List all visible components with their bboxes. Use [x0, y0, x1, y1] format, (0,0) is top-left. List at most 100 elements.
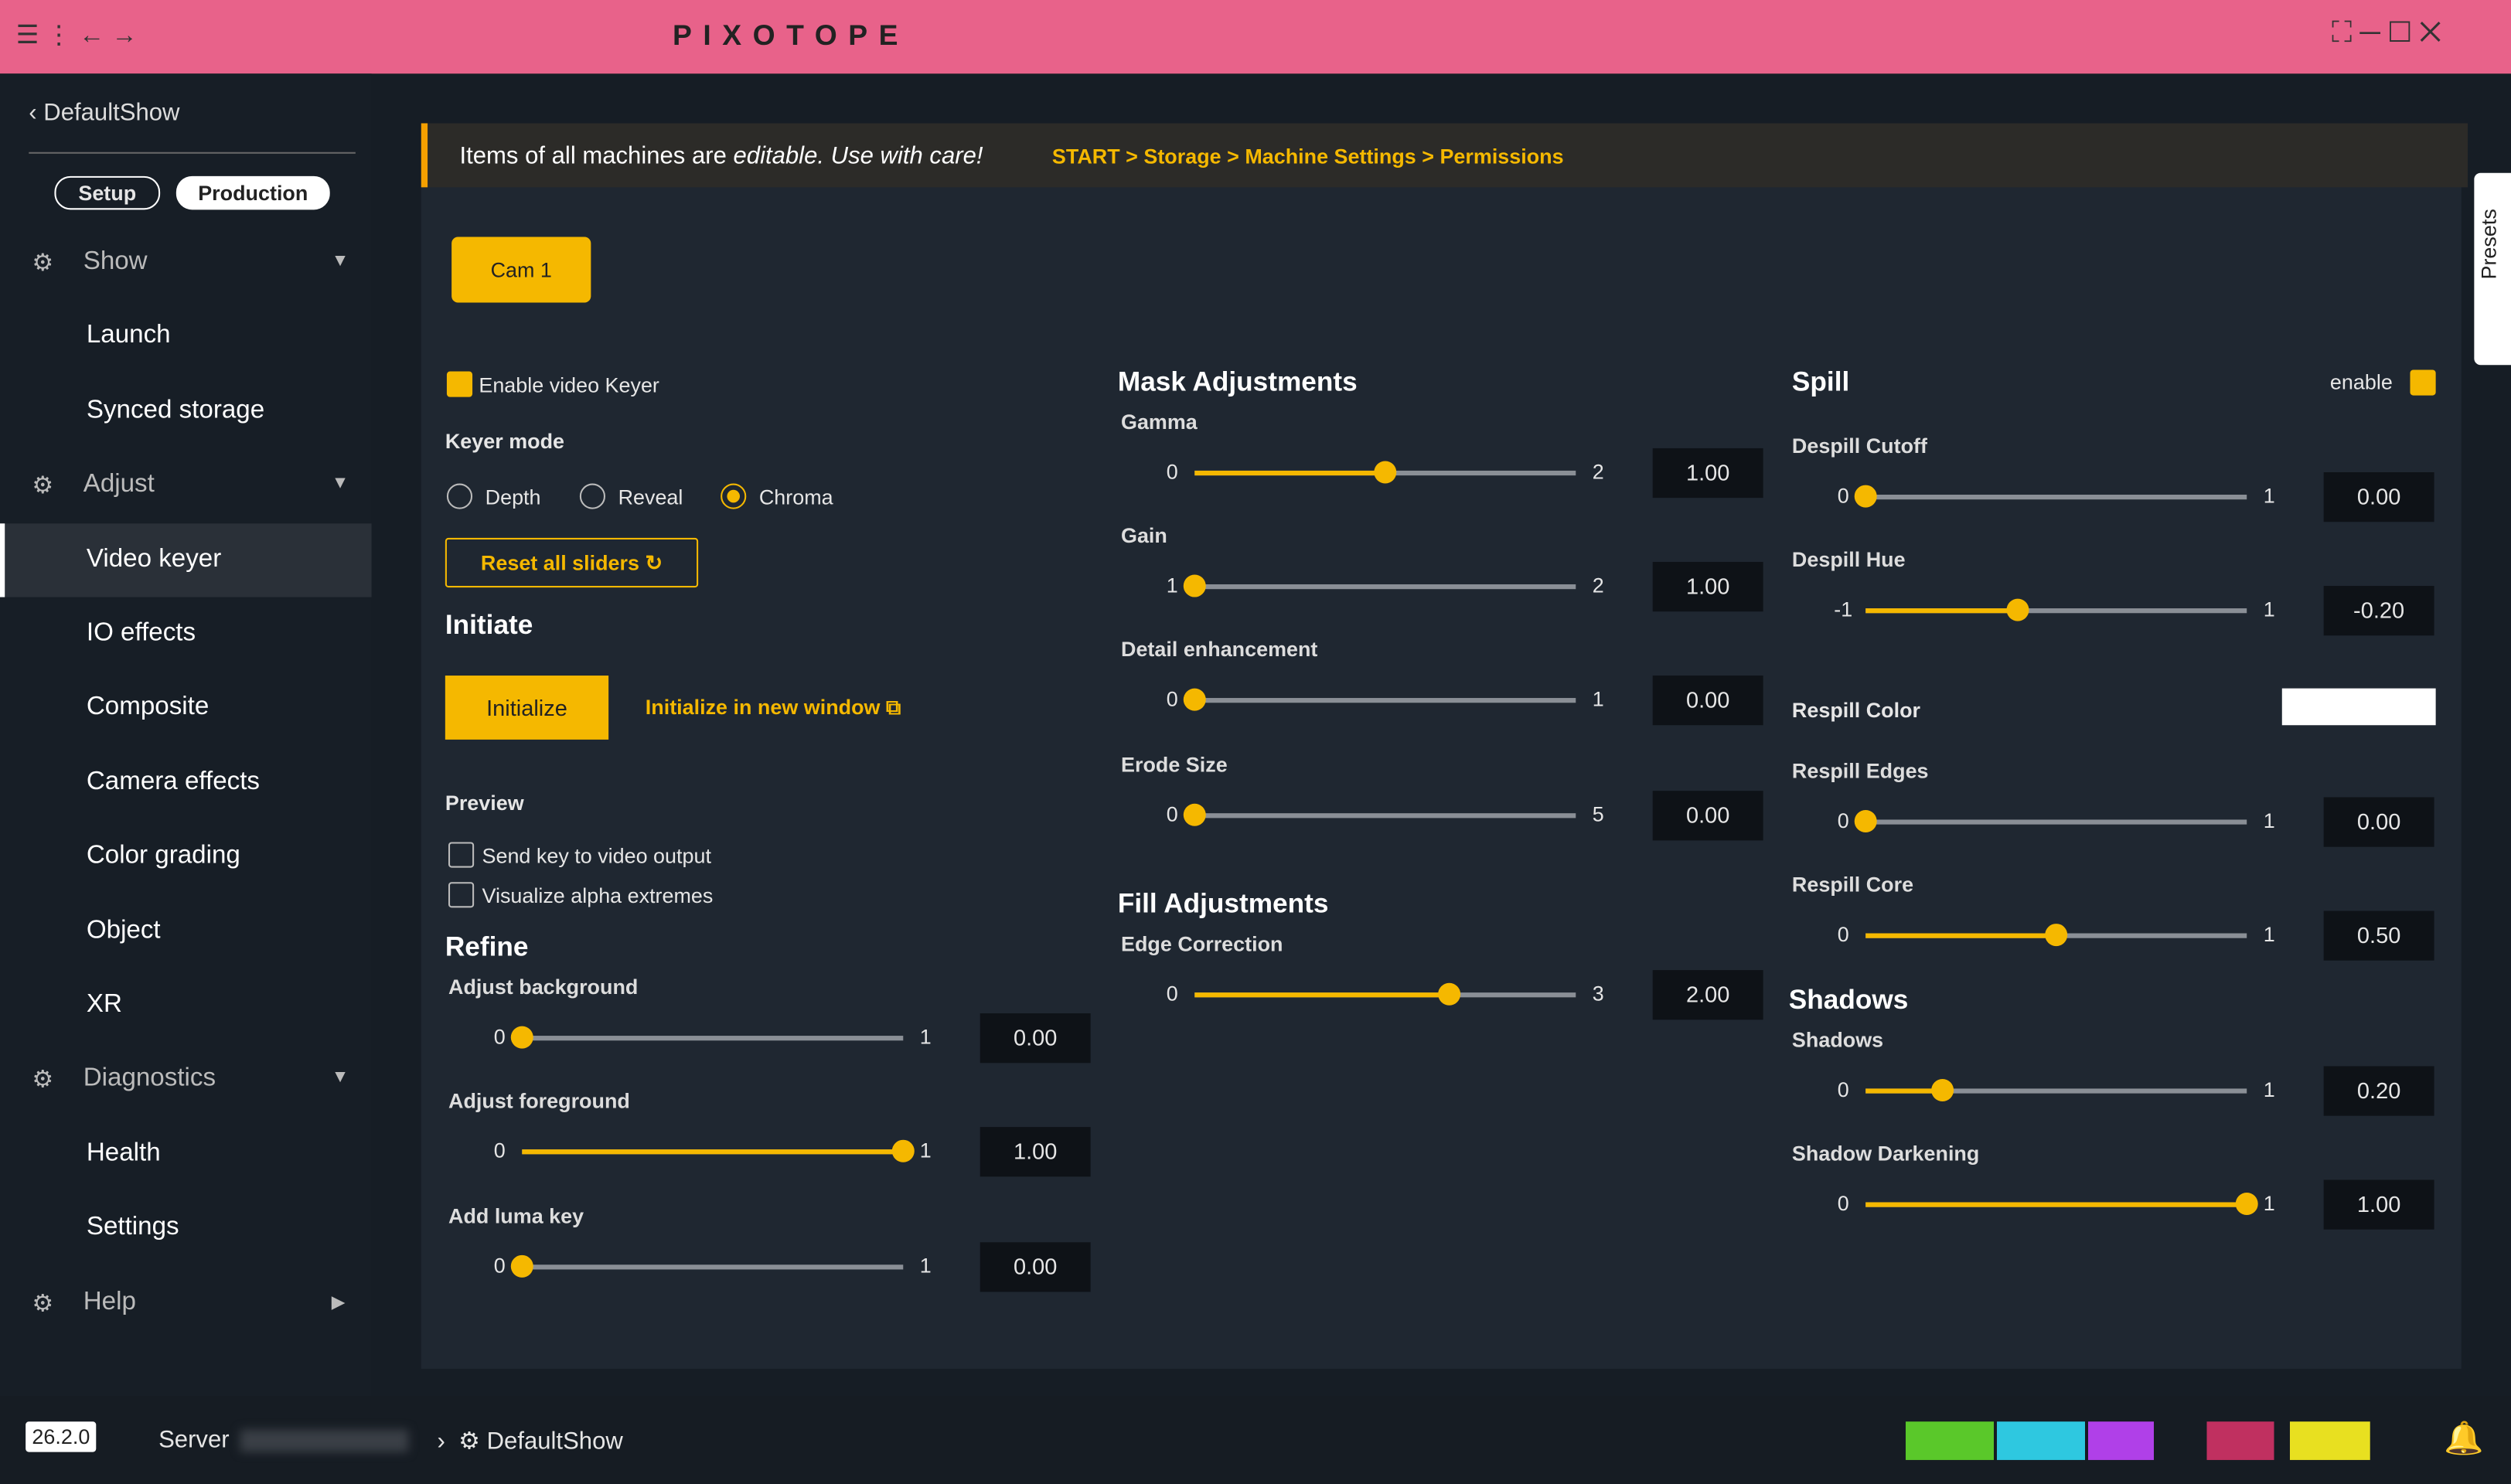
radio[interactable]	[446, 483, 473, 509]
checkbox-label: Enable video Keyer	[479, 373, 659, 397]
menu-icon[interactable]: ☰ ⋮ ← →	[15, 22, 138, 50]
initialize-button[interactable]: Initialize	[445, 676, 609, 740]
back-link[interactable]: ‹ DefaultShow	[29, 99, 180, 127]
slider-value[interactable]: 0.20	[2323, 1066, 2434, 1116]
slider-thumb[interactable]	[1437, 982, 1460, 1006]
slider-label: Add luma key	[448, 1203, 584, 1228]
slider-fill	[1865, 1201, 2247, 1207]
slider-value[interactable]: 1.00	[1652, 561, 1763, 612]
tab[interactable]: Production	[175, 175, 330, 210]
slider-thumb[interactable]	[1183, 803, 1206, 826]
checkbox-label: Visualize alpha extremes	[482, 883, 714, 908]
tab[interactable]: Setup	[54, 175, 161, 210]
nav-item[interactable]: Health	[86, 1139, 161, 1167]
slider-value[interactable]: 0.00	[2323, 472, 2434, 522]
slider-min: 0	[1837, 922, 1849, 947]
slider-thumb[interactable]	[2045, 924, 2068, 947]
banner	[421, 123, 2468, 188]
window-controls[interactable]: ⛶ ─ ☐ ✕	[2332, 15, 2441, 49]
reset-label: Reset all sliders	[480, 550, 639, 575]
slider-thumb[interactable]	[1930, 1078, 1954, 1101]
slider-min: 0	[493, 1138, 506, 1162]
slider-label: Respill Edges	[1791, 758, 1929, 783]
back-label: DefaultShow	[43, 99, 180, 127]
nav-section[interactable]: Adjust	[83, 471, 155, 499]
slider-thumb[interactable]	[1183, 688, 1206, 711]
nav-caret: ▼	[331, 1068, 349, 1088]
slider-thumb[interactable]	[1374, 461, 1397, 484]
checkbox[interactable]	[448, 882, 475, 908]
slider-fill	[1194, 469, 1385, 475]
slider-thumb[interactable]	[1183, 574, 1206, 597]
slider-max: 1	[919, 1024, 932, 1049]
nav-item[interactable]: IO effects	[86, 619, 196, 647]
slider-min: 0	[493, 1253, 506, 1278]
checkbox[interactable]	[448, 842, 475, 868]
nav-caret: ▼	[331, 251, 349, 271]
slider-value[interactable]: 0.00	[1652, 676, 1763, 726]
section-title: Mask Adjustments	[1117, 366, 1358, 397]
radio[interactable]	[721, 483, 747, 509]
checkbox[interactable]	[446, 371, 473, 397]
show-label[interactable]: › ⚙ DefaultShow	[437, 1428, 623, 1455]
slider-min: 0	[1837, 483, 1849, 508]
slider-label: Respill Core	[1791, 872, 1914, 897]
slider-track	[1865, 493, 2247, 499]
version: 26.2.0	[26, 1421, 97, 1452]
nav-item[interactable]: Video keyer	[86, 545, 222, 573]
slider-fill	[1194, 992, 1449, 997]
nav-item[interactable]: Settings	[86, 1213, 179, 1241]
slider-value[interactable]: -0.20	[2323, 586, 2434, 636]
slider-label: Adjust background	[448, 975, 639, 999]
link-label: Initialize in new window	[645, 694, 881, 719]
nav-item[interactable]: Composite	[86, 693, 210, 721]
slider-thumb[interactable]	[2235, 1193, 2258, 1216]
slider-max: 1	[2263, 1077, 2275, 1101]
slider-value[interactable]: 1.00	[1652, 448, 1763, 499]
slider-value[interactable]: 2.00	[1652, 970, 1763, 1020]
slider-value[interactable]: 0.00	[1652, 791, 1763, 841]
section-title: Initiate	[445, 610, 533, 641]
checkbox[interactable]	[2410, 369, 2436, 396]
radio-dot	[727, 489, 741, 503]
slider-max: 1	[2263, 483, 2275, 508]
section-title: Refine	[445, 931, 529, 962]
slider-label: Edge Correction	[1121, 931, 1283, 956]
slider-thumb[interactable]	[510, 1254, 533, 1278]
slider-value[interactable]: 0.00	[980, 1013, 1091, 1064]
slider-value[interactable]: 1.00	[2323, 1179, 2434, 1230]
nav-section[interactable]: Diagnostics	[83, 1065, 216, 1093]
color-swatch[interactable]	[2281, 688, 2436, 726]
radio[interactable]	[579, 483, 606, 509]
slider-value[interactable]: 0.00	[2323, 797, 2434, 847]
nav-item[interactable]: Object	[86, 916, 161, 945]
notifications[interactable]: 🔔	[2444, 1421, 2484, 1457]
nav-item[interactable]: Synced storage	[86, 397, 265, 424]
slider-thumb[interactable]	[1854, 810, 1877, 833]
slider-thumb[interactable]	[2006, 598, 2029, 621]
slider-value[interactable]: 0.50	[2323, 910, 2434, 961]
breadcrumb[interactable]: START > Storage > Machine Settings > Per…	[1051, 144, 1564, 168]
banner-text-part: Items of all machines are	[459, 142, 734, 170]
nav-section[interactable]: Help	[83, 1288, 136, 1316]
nav-item[interactable]: Camera effects	[86, 768, 260, 795]
initialize-new-link[interactable]: Initialize in new window ⧉	[645, 694, 901, 719]
slider-thumb[interactable]	[1854, 485, 1877, 508]
nav-item[interactable]: XR	[86, 991, 122, 1019]
slider-min: -1	[1834, 597, 1853, 621]
nav-item[interactable]: Launch	[86, 322, 171, 350]
slider-label: Despill Hue	[1791, 547, 1906, 572]
slider-thumb[interactable]	[510, 1026, 533, 1049]
slider-value[interactable]: 1.00	[980, 1127, 1091, 1177]
camera-tab[interactable]: Cam 1	[451, 237, 591, 303]
nav-section[interactable]: Show	[83, 248, 148, 276]
slider-value[interactable]: 0.00	[980, 1242, 1091, 1292]
presets-tab[interactable]	[2474, 172, 2511, 366]
slider-thumb[interactable]	[891, 1139, 915, 1162]
slider-max: 1	[1592, 686, 1604, 711]
reset-button[interactable]: Reset all sliders ↻	[445, 537, 699, 588]
section-title: Shadows	[1788, 984, 1909, 1016]
radio-label: Depth	[485, 485, 541, 509]
nav-item[interactable]: Color grading	[86, 842, 240, 870]
nav-caret: ▶	[331, 1292, 346, 1312]
